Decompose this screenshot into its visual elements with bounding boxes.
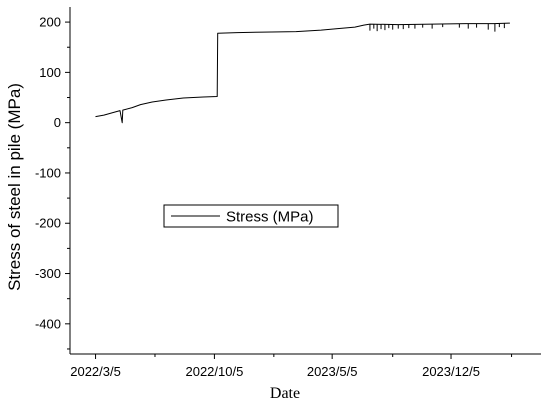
- y-tick-label: -200: [35, 216, 61, 231]
- y-tick-label: 100: [39, 65, 61, 80]
- series-line-stress: [95, 22, 510, 124]
- series-layer: [95, 22, 510, 124]
- y-tick-label: 0: [54, 115, 61, 130]
- x-tick-label: 2022/3/5: [70, 364, 121, 379]
- y-tick-label: -400: [35, 316, 61, 331]
- legend-box: [163, 204, 339, 228]
- x-axis-title: Date: [270, 385, 300, 402]
- y-tick-label: -300: [35, 266, 61, 281]
- y-tick-label: -100: [35, 165, 61, 180]
- x-tick-label: 2022/10/5: [185, 364, 243, 379]
- y-tick-label: 200: [39, 15, 61, 30]
- x-tick-label: 2023/12/5: [422, 364, 480, 379]
- legend: Stress (MPa): [163, 204, 339, 228]
- x-tick-label: 2023/5/5: [307, 364, 358, 379]
- ticks-layer: 200 100 0 -100 -200 -300 -400 2022/3/5 2022/10/5…: [35, 15, 513, 379]
- axes-layer: [69, 7, 541, 355]
- y-axis-title: Stress of steel in pile (MPa): [5, 83, 24, 291]
- legend-label-stress: Stress (MPa): [226, 209, 314, 226]
